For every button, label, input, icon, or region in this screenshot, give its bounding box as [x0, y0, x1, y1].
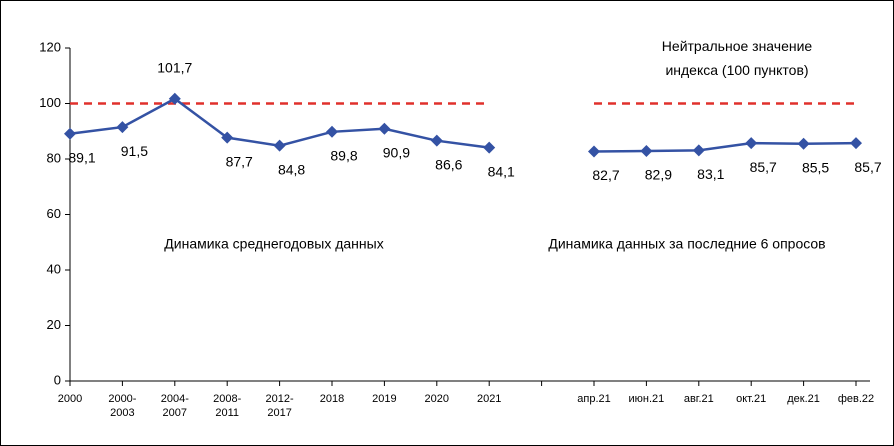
x-tick-label: 2012-2017: [266, 393, 294, 419]
y-tick-label: 0: [54, 372, 61, 387]
marker: [221, 131, 234, 144]
x-tick-label: 2021: [477, 393, 501, 405]
value-label: 86,6: [435, 156, 462, 172]
value-label: 85,7: [750, 159, 777, 175]
marker: [430, 134, 443, 147]
marker: [168, 92, 181, 105]
value-label: 84,8: [278, 161, 305, 177]
marker: [797, 137, 810, 150]
value-label: 83,1: [697, 166, 724, 182]
annotation: Нейтральное значение индекса (100 пунктов…: [662, 38, 813, 78]
marker: [378, 122, 391, 135]
y-tick-label: 100: [39, 95, 61, 110]
marker: [483, 141, 496, 154]
value-label: 90,9: [383, 144, 410, 160]
x-tick-label: 2004-2007: [161, 393, 189, 419]
x-tick-label: 2018: [320, 393, 344, 405]
y-tick-label: 40: [47, 261, 61, 276]
y-tick-label: 20: [47, 317, 61, 332]
marker: [692, 144, 705, 157]
x-tick-label: июн.21: [629, 393, 665, 405]
x-tick-label: авг.21: [684, 393, 714, 405]
value-label: 85,7: [854, 159, 881, 175]
value-label: 89,1: [68, 149, 95, 165]
x-tick-label: 2000: [58, 393, 82, 405]
y-tick-label: 120: [39, 39, 61, 54]
value-label: 84,1: [488, 163, 515, 179]
x-tick-label: 2000-2003: [108, 393, 136, 419]
x-tick-label: окт.21: [736, 393, 766, 405]
marker: [745, 137, 758, 150]
annotation: Динамика данных за последние 6 опросов: [548, 236, 825, 252]
x-tick-label: 2020: [425, 393, 449, 405]
value-label: 87,7: [226, 153, 253, 169]
marker: [588, 145, 600, 158]
value-label: 82,7: [592, 167, 619, 183]
annotation: Динамика среднегодовых данных: [164, 236, 383, 252]
value-label: 89,8: [330, 148, 357, 164]
x-tick-label: 2008-2011: [213, 393, 241, 419]
marker: [273, 139, 286, 152]
value-label: 85,5: [802, 159, 829, 175]
x-tick-label: 2019: [372, 393, 396, 405]
value-label: 101,7: [157, 59, 192, 75]
x-tick-label: фев.22: [838, 393, 874, 405]
y-tick-label: 60: [47, 206, 61, 221]
x-tick-label: апр.21: [577, 393, 610, 405]
marker: [64, 127, 76, 140]
marker: [326, 125, 338, 138]
marker: [116, 121, 129, 134]
marker: [640, 144, 653, 157]
value-label: 82,9: [645, 167, 672, 183]
x-tick-label: дек.21: [787, 393, 820, 405]
y-tick-label: 80: [47, 150, 61, 165]
marker: [850, 137, 862, 150]
value-label: 91,5: [121, 143, 148, 159]
